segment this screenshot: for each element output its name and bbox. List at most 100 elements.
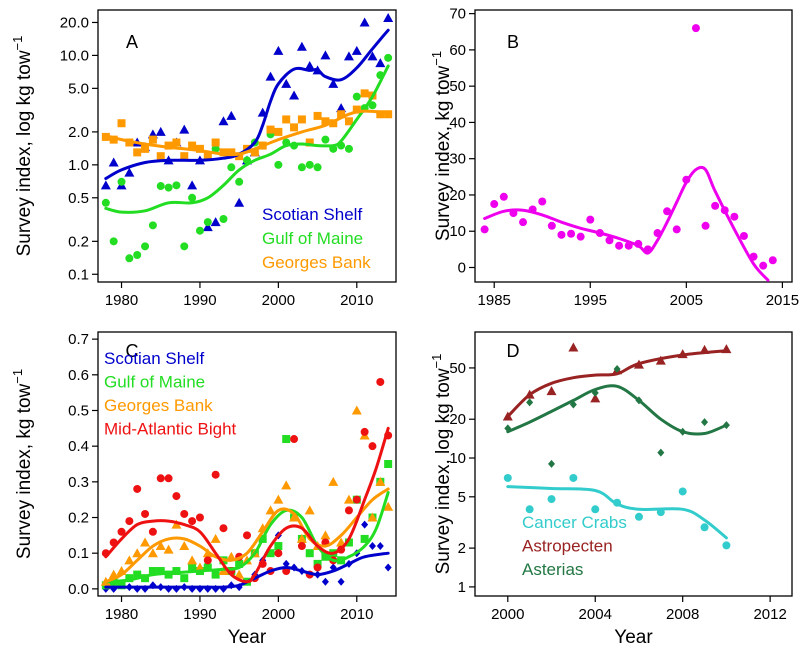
data-point-scotian-shelf — [368, 542, 376, 551]
data-point-mid-atlantic-bight — [125, 517, 134, 526]
data-point-georges-bank — [132, 548, 143, 558]
data-point-scotian-shelf — [100, 180, 111, 190]
y-tick-label-b: 30 — [449, 151, 466, 168]
data-point-georges-bank — [274, 127, 283, 136]
fits-d — [506, 349, 728, 540]
points-b — [480, 24, 777, 270]
data-point-gulf-of-maine — [117, 177, 126, 186]
y-tick-label-c: 0.2 — [68, 510, 89, 527]
data-point-cancer-crabs — [700, 523, 709, 532]
x-tick-label-a: 1990 — [183, 292, 216, 309]
x-tick-label-b: 2005 — [670, 292, 703, 309]
data-point-scotian-shelf — [296, 41, 307, 51]
data-point-georges-bank — [124, 555, 135, 565]
data-point-georges-bank — [235, 152, 244, 161]
y-tick-label-d: 2 — [458, 540, 466, 557]
data-point-gulf-of-maine — [156, 182, 165, 191]
data-point-scotian-shelf — [281, 78, 292, 88]
data-point-mid-atlantic-bight — [172, 492, 181, 501]
x-tick-label-b: 1995 — [574, 292, 607, 309]
data-point-georges-bank — [195, 144, 204, 153]
data-point-scotian-shelf — [337, 577, 345, 586]
data-point-series — [663, 207, 672, 216]
data-point-gulf-of-maine — [352, 92, 361, 101]
data-point-scotian-shelf — [179, 124, 190, 134]
data-point-gulf-of-maine — [274, 160, 283, 169]
data-point-georges-bank — [344, 117, 353, 126]
y-tick-label-c: 0.7 — [68, 331, 89, 348]
data-point-gulf-of-maine — [282, 435, 291, 444]
data-point-scotian-shelf — [367, 51, 378, 61]
data-point-mid-atlantic-bight — [164, 474, 173, 483]
data-point-series — [576, 232, 585, 241]
y-tick-label-a: 1.0 — [68, 157, 89, 174]
x-tick-label-a: 2010 — [340, 292, 373, 309]
data-point-scotian-shelf — [108, 157, 119, 167]
data-point-georges-bank — [384, 110, 393, 119]
data-point-gulf-of-maine — [368, 101, 377, 110]
data-point-georges-bank — [171, 519, 182, 529]
y-tick-label-a: 0.5 — [68, 190, 89, 207]
x-tick-label-d: 2008 — [666, 606, 699, 623]
data-point-gulf-of-maine — [203, 218, 212, 227]
data-point-mid-atlantic-bight — [368, 442, 377, 451]
data-point-georges-bank — [290, 123, 299, 132]
data-point-georges-bank — [117, 119, 126, 128]
data-point-scotian-shelf — [155, 126, 166, 136]
data-point-series — [768, 256, 777, 265]
data-point-georges-bank — [328, 476, 339, 486]
data-point-series — [499, 192, 508, 201]
data-point-gulf-of-maine — [188, 193, 197, 202]
plot-frame-a — [97, 9, 397, 283]
data-point-cancer-crabs — [525, 505, 534, 514]
fit-line-scotian-shelf — [104, 28, 390, 180]
data-point-georges-bank — [219, 148, 228, 157]
legend-entry-cancer-crabs: Cancer Crabs — [522, 513, 627, 532]
y-tick-label-d: 5 — [458, 489, 466, 506]
data-point-georges-bank — [163, 544, 174, 554]
data-point-georges-bank — [320, 530, 331, 540]
data-point-series — [557, 230, 566, 239]
data-point-asterias — [613, 365, 621, 374]
data-point-mid-atlantic-bight — [313, 563, 322, 572]
data-point-gulf-of-maine — [141, 574, 150, 583]
y-tick-label-b: 50 — [449, 78, 466, 95]
panel-letter-d: D — [507, 341, 520, 361]
panel-letter-a: A — [126, 32, 138, 52]
data-point-gulf-of-maine — [313, 163, 322, 172]
data-point-mid-atlantic-bight — [211, 470, 220, 479]
panel-b: 1985 1995 2005 2015 0 10 20 30 40 50 60 70 Survey in… — [429, 6, 799, 309]
data-point-gulf-of-maine — [148, 567, 157, 576]
y-axis-label-text-a: Survey index, log kg tow — [14, 50, 35, 256]
fits-b — [483, 165, 770, 282]
data-point-cancer-crabs — [722, 541, 731, 550]
y-tick-label-c: 0.5 — [68, 402, 89, 419]
data-point-mid-atlantic-bight — [117, 527, 126, 536]
data-point-scotian-shelf — [375, 58, 386, 68]
x-tick-label-a: 2000 — [262, 292, 295, 309]
x-axis-label-c: Year — [228, 627, 267, 648]
data-point-georges-bank — [133, 148, 142, 157]
y-tick-label-a: 10.0 — [60, 47, 89, 64]
data-point-scotian-shelf — [361, 520, 369, 529]
data-point-gulf-of-maine — [109, 237, 118, 246]
data-point-series — [480, 225, 489, 234]
panel-letter-b: B — [507, 32, 519, 52]
legend-entry-gulf-of-maine: Gulf of Maine — [262, 229, 363, 248]
y-axis-label-text-b: Survey index, kg tow — [433, 65, 454, 241]
data-point-georges-bank — [250, 148, 259, 157]
data-point-scotian-shelf — [304, 61, 315, 71]
y-axis-label-sup-b: −1 — [429, 51, 444, 66]
data-point-astropecten — [568, 342, 579, 352]
y-tick-label-d: 20 — [449, 411, 466, 428]
data-point-georges-bank — [297, 115, 306, 124]
data-point-scotian-shelf — [384, 563, 392, 572]
x-tick-label-c: 2000 — [262, 606, 295, 623]
data-point-scotian-shelf — [273, 45, 284, 55]
data-point-georges-bank — [360, 89, 369, 98]
legend-entry-scotian-shelf: Scotian Shelf — [104, 349, 204, 368]
y-tick-label-a: 2.0 — [68, 124, 89, 141]
data-point-gulf-of-maine — [141, 242, 150, 251]
data-point-mid-atlantic-bight — [133, 484, 142, 493]
x-tick-label-c: 1980 — [105, 606, 138, 623]
